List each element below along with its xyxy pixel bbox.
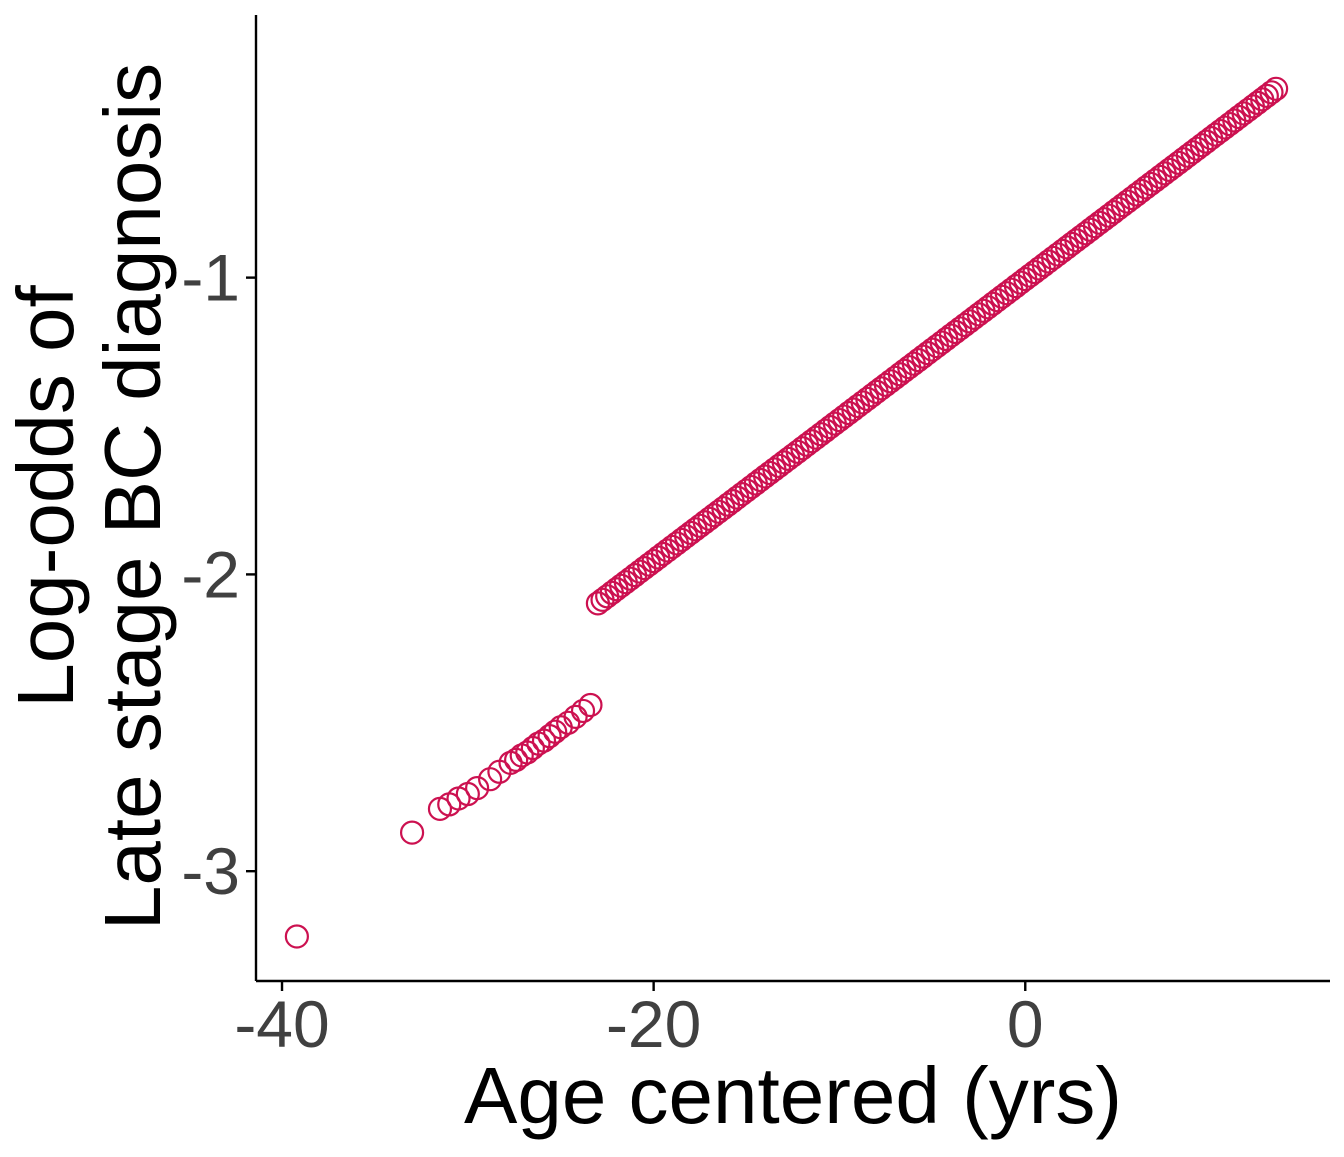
y-tick-label: -1 xyxy=(181,241,240,315)
data-point xyxy=(399,820,425,845)
x-axis-title: Age centered (yrs) xyxy=(464,1051,1122,1140)
x-tick-label: -20 xyxy=(606,987,701,1061)
y-axis-title-line-1: Log-odds of xyxy=(1,284,90,707)
x-tick-label: 0 xyxy=(1007,987,1044,1061)
data-point xyxy=(284,924,309,949)
data-point xyxy=(465,775,490,801)
y-tick-label: -3 xyxy=(181,834,240,908)
data-point xyxy=(563,704,588,729)
x-axis-ticks: -40 -20 0 xyxy=(234,981,1044,1061)
y-axis-title-line-2: Late stage BC diagnosis xyxy=(88,63,177,930)
x-tick-label: -40 xyxy=(234,987,329,1061)
data-point xyxy=(543,719,568,744)
data-point xyxy=(1259,80,1284,105)
y-tick-label: -2 xyxy=(181,537,240,611)
data-point xyxy=(570,698,596,724)
data-point xyxy=(1264,76,1289,101)
data-point xyxy=(556,710,581,735)
data-point xyxy=(578,692,603,718)
data-points xyxy=(284,76,1289,949)
y-axis-ticks: -3 -2 -1 xyxy=(181,241,256,908)
